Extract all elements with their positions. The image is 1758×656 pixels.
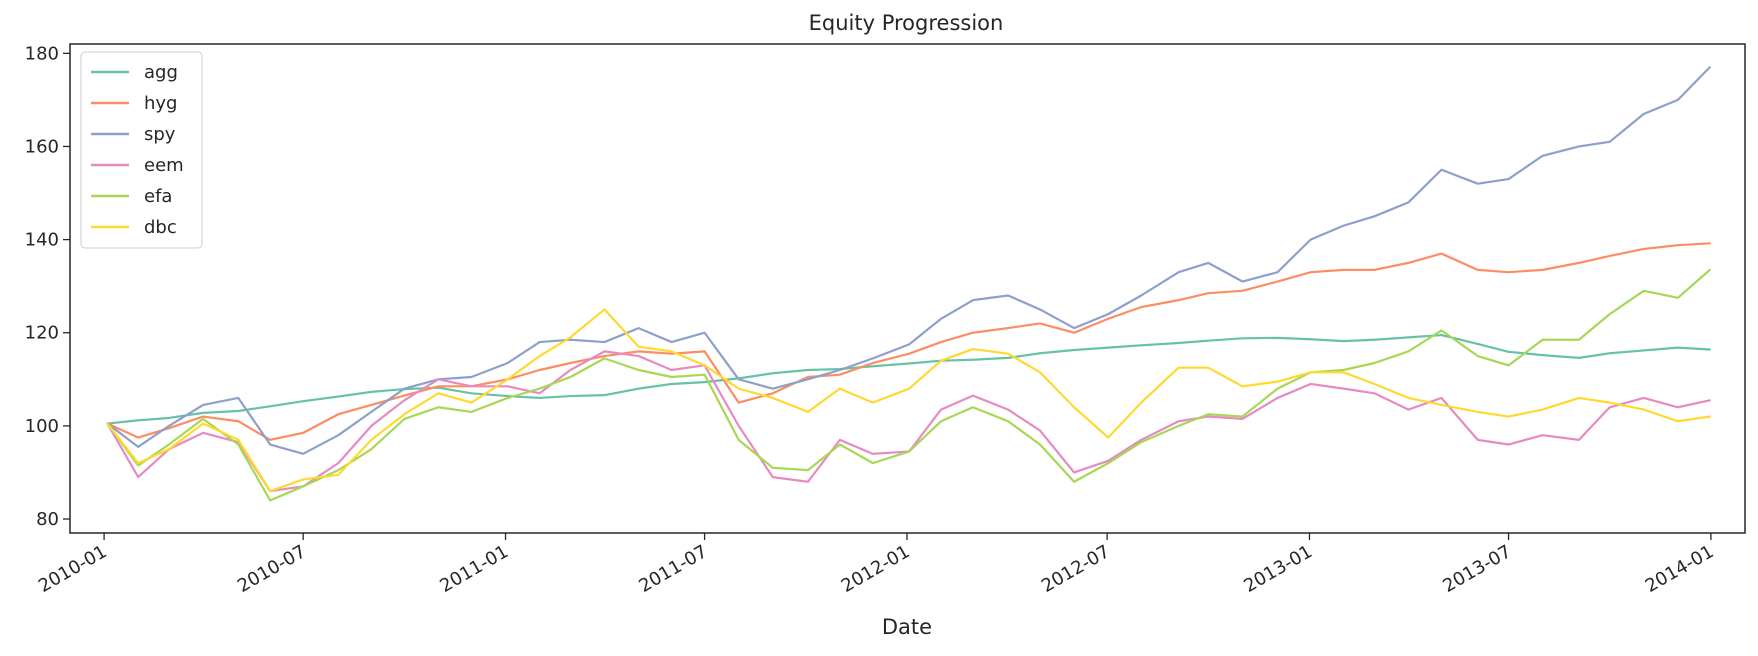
legend-label-efa: efa xyxy=(144,186,172,207)
x-axis-label: Date xyxy=(882,615,932,639)
series-line-dbc xyxy=(106,308,1711,493)
series-line-hyg xyxy=(106,242,1711,441)
y-tick-label: 120 xyxy=(25,323,59,344)
legend-label-dbc: dbc xyxy=(144,217,177,238)
y-tick-label: 80 xyxy=(36,509,59,530)
y-tick-label: 140 xyxy=(25,230,59,251)
y-tick-label: 100 xyxy=(25,416,59,437)
plot-area xyxy=(106,66,1711,502)
chart-title: Equity Progression xyxy=(809,11,1004,35)
legend-label-spy: spy xyxy=(144,124,176,145)
legend-label-agg: agg xyxy=(144,62,178,83)
legend-label-hyg: hyg xyxy=(144,93,178,114)
series-line-spy xyxy=(106,66,1711,455)
series-line-efa xyxy=(106,268,1711,502)
legend-label-eem: eem xyxy=(144,155,184,176)
y-axis: 80 100 120 140 160 180 xyxy=(25,43,70,530)
legend: agg hyg spy eem efa dbc xyxy=(80,51,203,249)
series-line-agg xyxy=(106,333,1711,425)
y-tick-label: 180 xyxy=(25,43,59,64)
legend-box xyxy=(80,51,203,249)
y-tick-label: 160 xyxy=(25,136,59,157)
